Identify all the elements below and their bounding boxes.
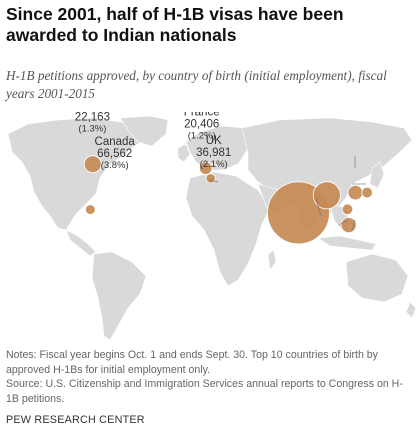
uk-shape bbox=[177, 143, 191, 163]
new-zealand-shape bbox=[405, 301, 417, 319]
chart-subtitle: H-1B petitions approved, by country of b… bbox=[6, 68, 387, 101]
canada-name-label: Canada bbox=[95, 136, 136, 148]
bubble-japan bbox=[361, 186, 373, 199]
south-america-shape bbox=[91, 251, 147, 341]
bubble-france bbox=[205, 173, 216, 184]
canada-share-label: (3.8%) bbox=[101, 160, 129, 171]
leader-line-taiwan bbox=[338, 219, 349, 226]
bubble-south-korea bbox=[347, 184, 364, 201]
source-text: Source: U.S. Citizenship and Immigration… bbox=[6, 378, 403, 405]
bubble-uk bbox=[198, 161, 213, 175]
credit: PEW RESEARCH CENTER bbox=[6, 414, 145, 426]
australia-shape bbox=[345, 253, 409, 303]
france-share-label: (1.2%) bbox=[188, 130, 216, 141]
bubble-china bbox=[312, 181, 341, 210]
notes: Notes: Fiscal year begins Oct. 1 and end… bbox=[6, 348, 414, 406]
france-value-label: 20,406 bbox=[184, 118, 219, 130]
label-layer: India892,814(50.5%)China171,577(9.7%)Can… bbox=[75, 112, 366, 231]
madagascar-shape bbox=[267, 249, 277, 271]
north-america-shape bbox=[7, 117, 151, 231]
uk-value-label: 36,981 bbox=[196, 147, 231, 159]
japan-shape bbox=[369, 161, 385, 189]
central-america-shape bbox=[65, 229, 97, 257]
world-map: India892,814(50.5%)China171,577(9.7%)Can… bbox=[7, 112, 417, 341]
greenland-shape bbox=[119, 115, 169, 147]
label-mexico: Mexico22,163(1.3%) bbox=[75, 112, 110, 135]
indonesia-shape bbox=[317, 235, 377, 251]
leader-line-china bbox=[315, 197, 322, 217]
mexico-share-label: (1.3%) bbox=[78, 124, 106, 135]
uk-name-label: UK bbox=[206, 135, 222, 147]
chart-title: Since 2001, half of H-1B visas have been… bbox=[6, 4, 344, 45]
canada-value-label: 66,562 bbox=[97, 148, 132, 160]
leader-line-philippines bbox=[351, 219, 356, 231]
mexico-value-label: 22,163 bbox=[75, 112, 110, 124]
bubble-taiwan bbox=[341, 203, 354, 216]
bubble-mexico bbox=[85, 204, 96, 215]
france-name-label: France bbox=[184, 112, 220, 118]
leader-line-france bbox=[209, 179, 219, 183]
bubble-philippines bbox=[340, 217, 357, 234]
africa-shape bbox=[185, 171, 271, 287]
bubble-canada bbox=[83, 155, 102, 174]
notes-text: Notes: Fiscal year begins Oct. 1 and end… bbox=[6, 349, 378, 376]
europe-shape bbox=[185, 125, 253, 171]
bubble-layer bbox=[83, 155, 373, 245]
uk-share-label: (2.1%) bbox=[200, 159, 228, 170]
